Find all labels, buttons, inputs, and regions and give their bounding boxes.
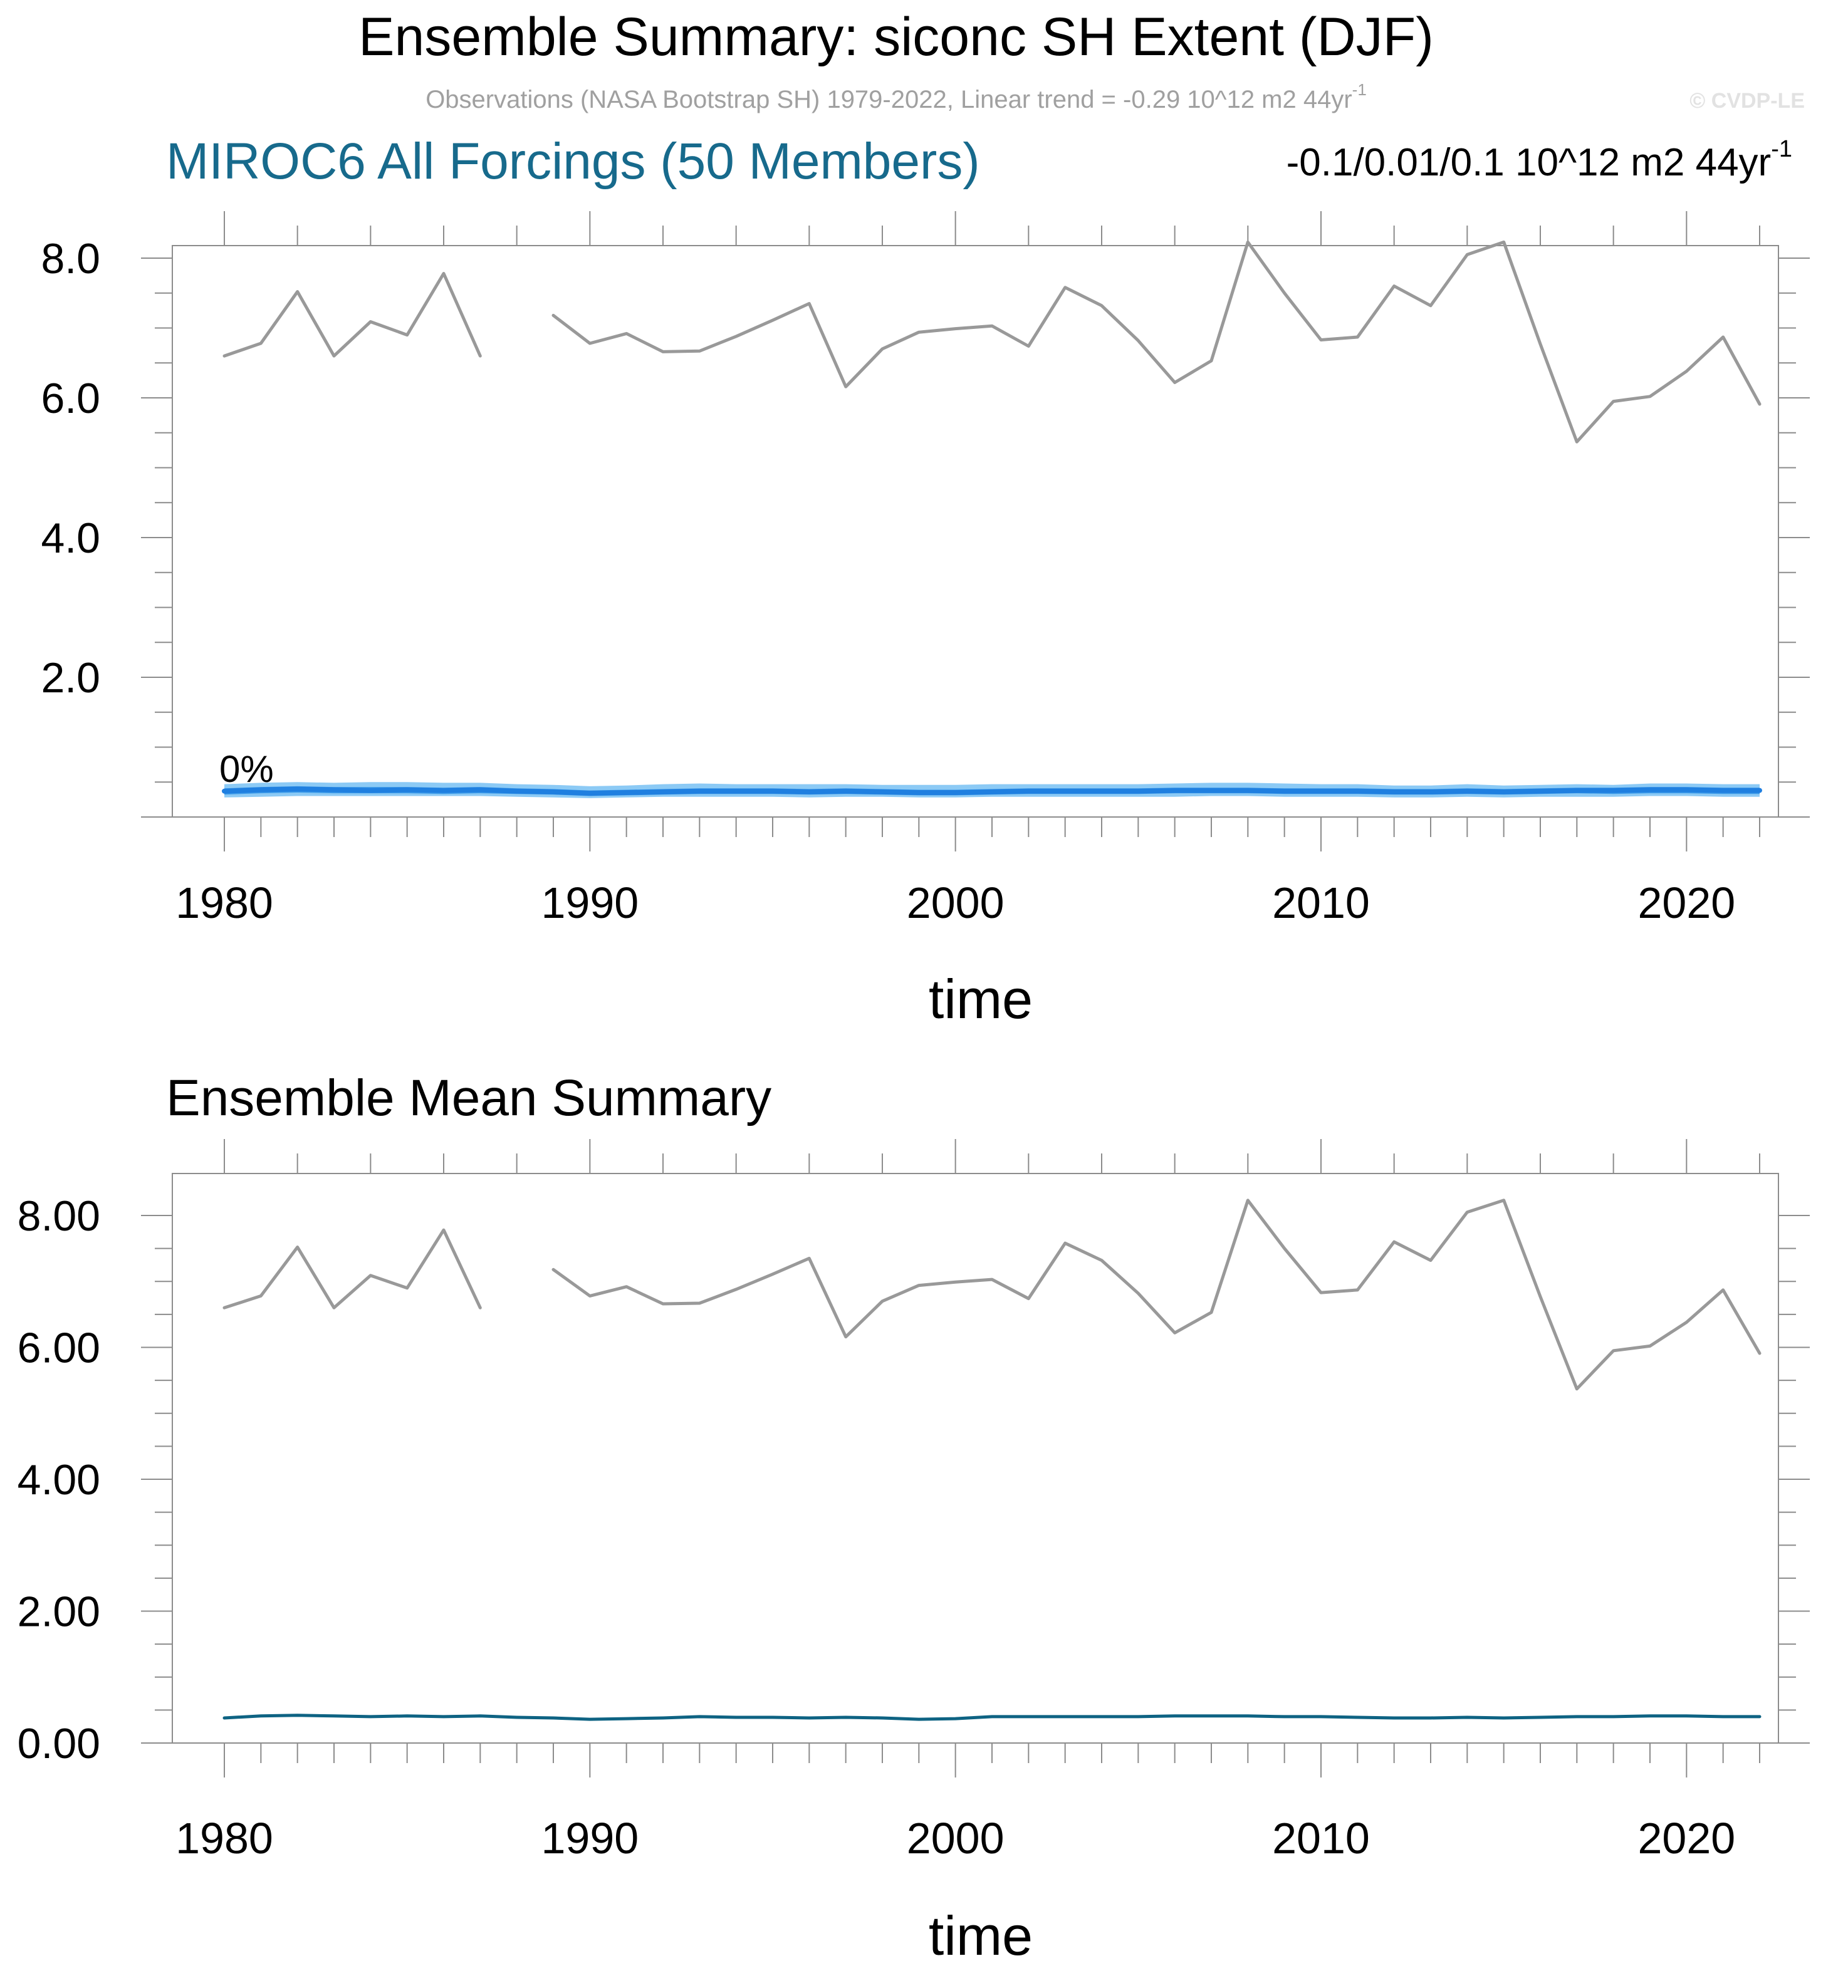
x-tick-label: 2000 [907,1814,1005,1863]
plot-frame [172,245,1779,818]
x-tick-label: 1980 [175,1814,273,1863]
x-axis-label: time [929,1905,1033,1967]
observations-line [222,1199,1762,1391]
x-tick-label: 2020 [1637,878,1735,927]
x-tick-label: 1980 [175,878,273,927]
observations-note-text: Observations (NASA Bootstrap SH) 1979-20… [425,86,1352,113]
y-tick-label: 6.00 [18,1324,100,1372]
x-tick-label: 2010 [1272,1814,1370,1863]
x-tick-label: 2020 [1637,1814,1735,1863]
y-tick-label: 4.00 [18,1456,100,1504]
observations-line [222,240,1762,444]
x-axis-label: time [929,968,1033,1030]
trend-label-text: -0.1/0.01/0.1 10^12 m2 44yr [1287,141,1772,184]
y-tick-label: 8.00 [18,1192,100,1240]
ensemble-mean-title: Ensemble Mean Summary [166,1069,771,1127]
observations-note-exponent: -1 [1352,80,1367,99]
x-tick-label: 1990 [541,1814,639,1863]
x-tick-label: 2000 [907,878,1005,927]
y-tick-label: 0.00 [18,1720,100,1767]
y-tick-label: 4.0 [41,514,100,562]
x-tick-label: 2010 [1272,878,1370,927]
ensemble-median-line [222,786,1762,796]
plot-area: 1980 1990 2000 2010 2020 0.00 2.00 4.00 6.00 8.00 [18,1139,1810,1863]
trend-label: -0.1/0.01/0.1 10^12 m2 44yr-1 [1287,136,1792,184]
y-tick-label: 6.0 [41,375,100,422]
ensemble-mean-line [222,1714,1762,1721]
figure-title: Ensemble Summary: siconc SH Extent (DJF) [358,7,1434,67]
trend-label-exponent: -1 [1771,136,1792,162]
copyright-watermark: © CVDP-LE [1689,89,1805,113]
y-tick-label: 2.00 [18,1588,100,1636]
plot-frame [172,1173,1779,1744]
y-tick-label: 2.0 [41,654,100,702]
y-tick-label: 8.0 [41,235,100,283]
x-tick-label: 1990 [541,878,639,927]
ensemble-summary-panel: MIROC6 All Forcings (50 Members) -0.1/0.… [41,133,1810,1030]
observations-note: Observations (NASA Bootstrap SH) 1979-20… [425,80,1367,113]
plot-area: 1980 1990 2000 2010 2020 2.0 4.0 6.0 8.0 [41,211,1810,927]
ensemble-mean-panel: Ensemble Mean Summary time 1980 1990 2000 2… [18,1069,1810,1967]
model-title: MIROC6 All Forcings (50 Members) [166,133,980,190]
